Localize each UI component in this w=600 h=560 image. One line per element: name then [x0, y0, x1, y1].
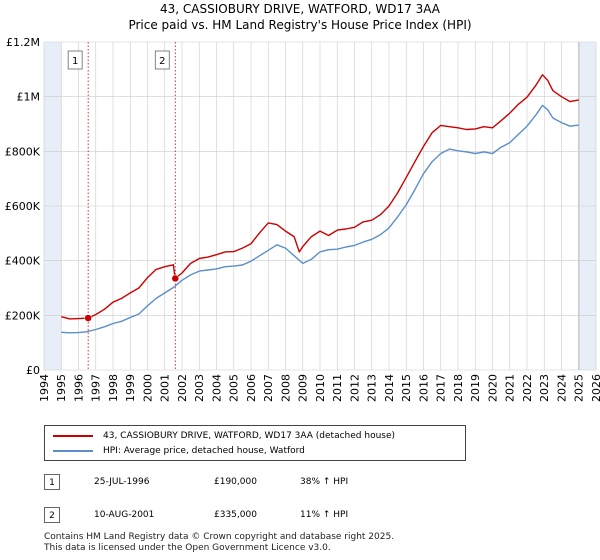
x-tick-label: 2021 [504, 374, 517, 402]
x-tick-label: 2001 [159, 374, 172, 402]
y-tick-label: £400K [5, 255, 41, 268]
x-tick-label: 2020 [486, 374, 499, 402]
footer-copyright: Contains HM Land Registry data © Crown c… [44, 532, 395, 542]
sale-marker-box [154, 50, 170, 70]
sale-hpi-change: 38% ↑ HPI [300, 477, 349, 487]
legend-label-hpi: HPI: Average price, detached house, Watf… [103, 446, 305, 456]
x-tick-label: 2007 [262, 374, 275, 402]
x-tick-label: 1998 [107, 374, 120, 402]
y-tick-label: £200K [5, 309, 41, 322]
x-tick-label: 2011 [331, 374, 344, 402]
x-tick-label: 1997 [90, 374, 103, 402]
x-tick-label: 2006 [245, 374, 258, 402]
sale-id-badge: 2 [44, 507, 60, 523]
y-tick-label: £800K [5, 145, 41, 158]
sale-point [171, 274, 180, 283]
sale-date: 25-JUL-1996 [94, 477, 150, 487]
x-tick-label: 2022 [521, 374, 534, 402]
x-tick-label: 2014 [383, 374, 396, 402]
sale-price: £335,000 [214, 510, 257, 520]
x-tick-label: 2013 [366, 374, 379, 402]
x-tick-label: 2004 [210, 374, 223, 402]
legend-swatch-blue [53, 450, 93, 452]
legend-label-property: 43, CASSIOBURY DRIVE, WATFORD, WD17 3AA … [103, 431, 396, 441]
sale-row-2: 2 10-AUG-2001 £335,000 11% ↑ HPI [44, 507, 564, 525]
sale-row-1: 1 25-JUL-1996 £190,000 38% ↑ HPI [44, 474, 564, 492]
x-tick-label: 1999 [124, 374, 137, 402]
x-tick-label: 2023 [538, 374, 551, 402]
price-chart: 1 2 £0 £200K £400K £600K £800K £1M £1.2M 1994 199… [5, 36, 600, 402]
y-tick-label: £1.2M [6, 36, 40, 49]
x-tick-label: 2026 [590, 374, 600, 402]
x-tick-label: 2005 [228, 374, 241, 402]
x-tick-label: 2019 [469, 374, 482, 402]
legend: 43, CASSIOBURY DRIVE, WATFORD, WD17 3AA … [44, 425, 466, 461]
x-tick-label: 2010 [314, 374, 327, 402]
x-tick-label: 2018 [452, 374, 465, 402]
x-tick-label: 2003 [193, 374, 206, 402]
x-tick-label: 1994 [38, 374, 51, 402]
x-tick-label: 1996 [72, 374, 85, 402]
series-line-property [61, 74, 579, 320]
sale-marker-label: 2 [159, 56, 165, 67]
sale-point [84, 314, 92, 322]
footer: Contains HM Land Registry data © Crown c… [44, 532, 394, 554]
y-tick-label: £600K [5, 200, 41, 213]
x-tick-label: 2015 [400, 374, 413, 402]
sale-id-badge: 1 [44, 474, 60, 490]
sale-marker-box [67, 50, 83, 70]
x-tick-label: 2024 [555, 374, 568, 402]
series-line-hpi [61, 104, 579, 334]
chart-subtitle: Price paid vs. HM Land Registry's House … [128, 18, 472, 32]
y-tick-label: £1M [17, 91, 41, 104]
x-tick-label: 2008 [279, 374, 292, 402]
chart-title: 43, CASSIOBURY DRIVE, WATFORD, WD17 3AA [160, 2, 440, 16]
x-tick-label: 2012 [348, 374, 361, 402]
x-tick-label: 2002 [176, 374, 189, 402]
footer-licence: This data is licensed under the Open Gov… [44, 543, 331, 553]
x-tick-label: 2000 [141, 374, 154, 402]
sale-date: 10-AUG-2001 [94, 510, 155, 520]
x-tick-label: 2017 [435, 374, 448, 402]
sale-hpi-change: 11% ↑ HPI [300, 510, 349, 520]
sale-marker-label: 1 [72, 56, 78, 67]
sale-price: £190,000 [214, 477, 257, 487]
legend-swatch-red [53, 435, 93, 437]
x-tick-label: 1995 [55, 374, 68, 402]
x-tick-label: 2016 [417, 374, 430, 402]
x-tick-label: 2025 [573, 374, 586, 402]
x-tick-label: 2009 [297, 374, 310, 402]
y-tick-label: £0 [26, 364, 40, 377]
